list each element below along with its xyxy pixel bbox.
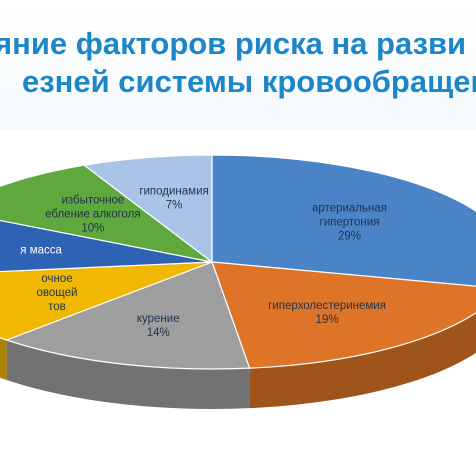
slice-name-label-5-1: ебление алкоголя [45, 209, 141, 221]
chart-title-line-2: езней системы кровообращен [22, 64, 476, 99]
slice-percent-label-6: 7% [166, 199, 183, 211]
pie-side-3 [0, 337, 7, 380]
slice-percent-label-1: 19% [316, 314, 339, 326]
pie-slice-2 [4, 261, 251, 370]
pie-slice-5 [0, 164, 213, 263]
slice-percent-label-2: 14% [147, 327, 170, 339]
pie-slices [0, 154, 476, 370]
slice-percent-label-5: 10% [81, 223, 104, 235]
pie-slice-3 [0, 261, 213, 341]
slice-name-label-5-0: избыточное [61, 195, 124, 207]
pie-slice-6 [82, 154, 213, 264]
slice-name-label-3-2: тов [48, 301, 66, 313]
chart-title-line-1: яние факторов риска на разви [0, 26, 467, 61]
slice-name-label-3-0: очное [41, 273, 72, 285]
pie-slice-1 [211, 261, 476, 369]
slice-name-label-0-0: артериальная [312, 202, 387, 214]
title-banner: яние факторов риска на разви езней систе… [0, 0, 476, 130]
slice-name-label-4-0: я масса [20, 245, 62, 257]
pie-labels: артериальная гипертония 29% гиперхолестерин… [20, 185, 387, 339]
pie-slice-0 [211, 154, 476, 287]
slice-name-label-6-0: гиподинамия [139, 185, 208, 197]
slice-name-label-0-1: гипертония [320, 216, 380, 228]
slice-name-label-3-1: овощей [36, 287, 77, 299]
slice-percent-label-0: 29% [338, 230, 361, 242]
pie-side-1 [249, 312, 476, 409]
slice-name-label-1-0: гиперхолестеринемия [268, 300, 386, 312]
pie-side-2 [6, 339, 250, 409]
pie-depth [0, 312, 476, 409]
slice-name-label-2-0: курение [137, 313, 180, 325]
pie-slice-4 [0, 219, 213, 273]
